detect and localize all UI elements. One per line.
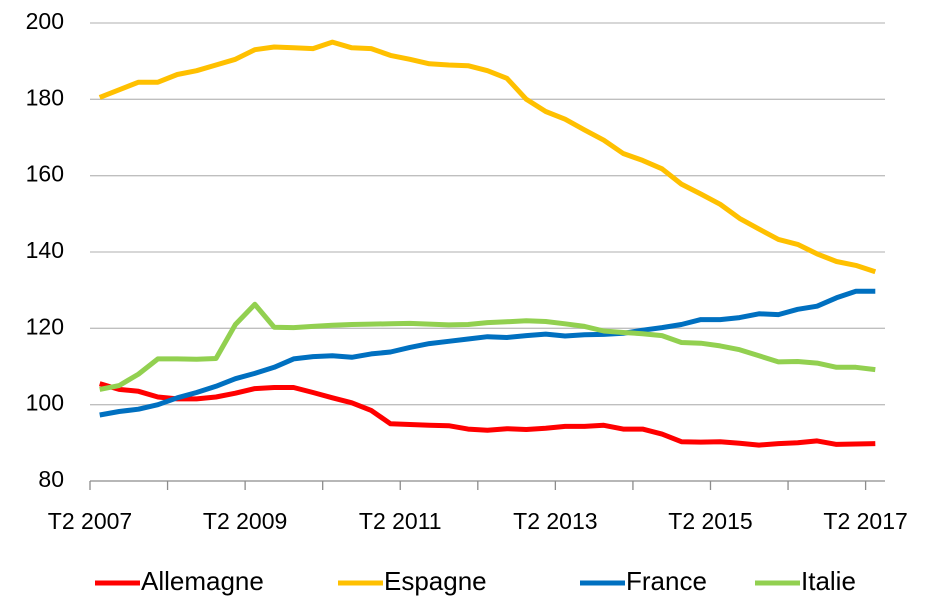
legend-label: Allemagne — [141, 566, 264, 596]
legend-label: Espagne — [384, 566, 487, 596]
x-tick-label: T2 2015 — [668, 508, 752, 534]
legend-label: Italie — [801, 566, 856, 596]
x-tick-label: T2 2013 — [513, 508, 597, 534]
y-tick-label: 120 — [26, 313, 64, 339]
y-tick-label: 160 — [26, 161, 64, 187]
y-tick-label: 140 — [26, 237, 64, 263]
series-line — [99, 288, 876, 418]
series-line — [98, 381, 876, 448]
legend-label: France — [626, 566, 707, 596]
series-line — [99, 301, 876, 392]
series-line — [98, 39, 877, 275]
y-tick-label: 100 — [26, 390, 64, 416]
x-tick-label: T2 2007 — [48, 508, 132, 534]
x-tick-label: T2 2017 — [823, 508, 907, 534]
y-tick-label: 80 — [38, 466, 64, 492]
x-tick-label: T2 2011 — [359, 508, 442, 534]
x-tick-label: T2 2009 — [203, 508, 287, 534]
y-tick-label: 200 — [26, 8, 64, 34]
y-tick-label: 180 — [26, 84, 64, 110]
